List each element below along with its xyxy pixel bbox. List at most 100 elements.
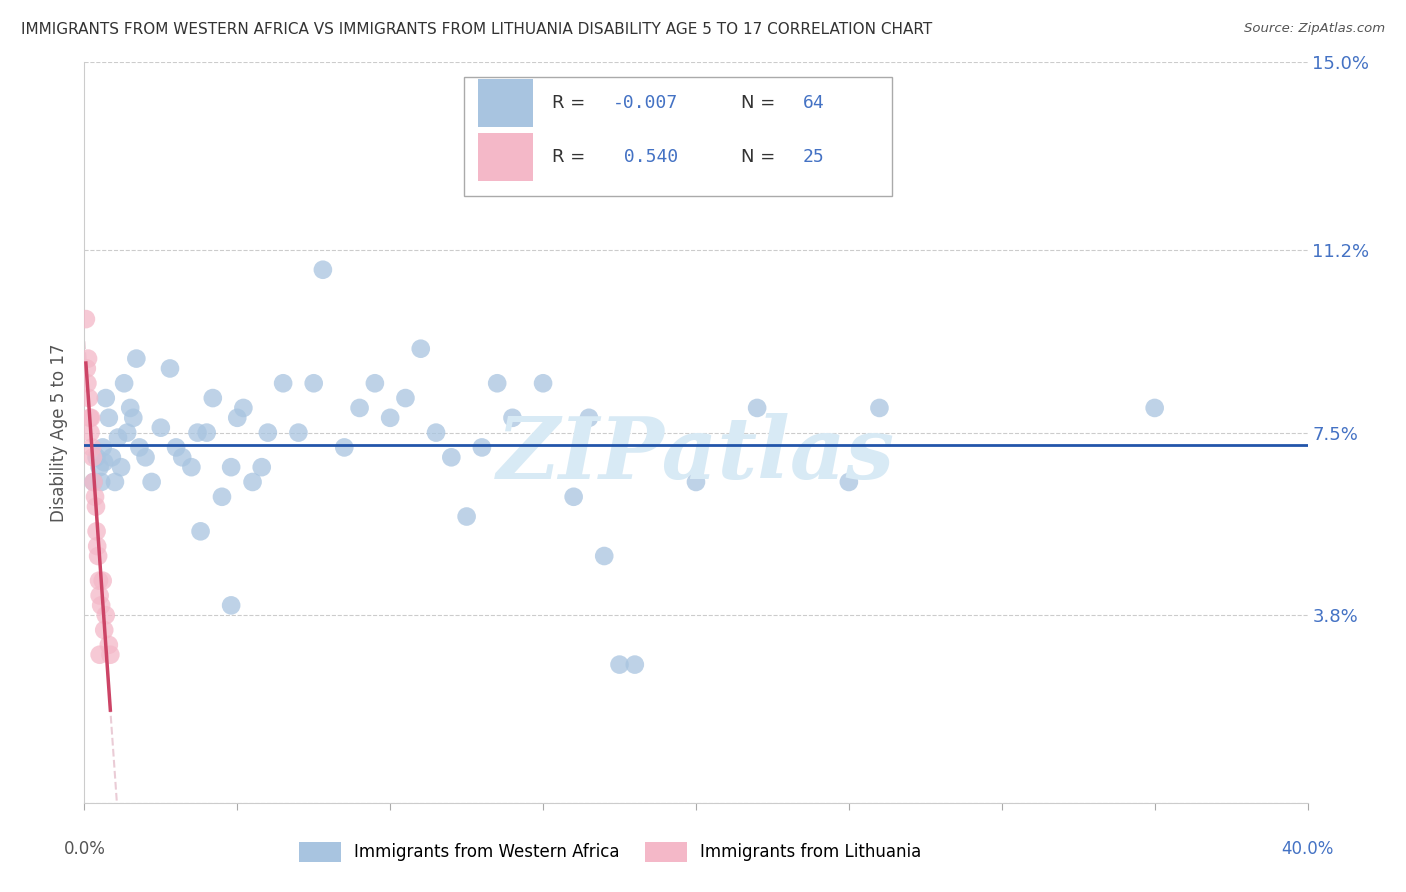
Point xyxy=(79,410,101,425)
Point xyxy=(149,420,172,434)
Point xyxy=(486,376,509,391)
Point xyxy=(747,401,769,415)
Text: 40.0%: 40.0% xyxy=(1281,840,1334,858)
Text: 64: 64 xyxy=(803,94,824,112)
Point xyxy=(98,648,121,662)
FancyBboxPatch shape xyxy=(464,78,891,195)
Point xyxy=(107,431,129,445)
Point xyxy=(135,450,157,465)
Point xyxy=(159,361,181,376)
Point xyxy=(97,638,120,652)
Point xyxy=(83,475,105,489)
Point xyxy=(593,549,616,563)
Point xyxy=(91,574,114,588)
Point xyxy=(83,475,105,489)
Point xyxy=(425,425,447,440)
Point xyxy=(112,376,135,391)
Point xyxy=(838,475,860,489)
Point xyxy=(75,312,97,326)
Point xyxy=(89,460,111,475)
Point xyxy=(80,410,103,425)
Point xyxy=(287,425,309,440)
Point xyxy=(190,524,212,539)
Point xyxy=(86,524,108,539)
Point xyxy=(93,455,115,469)
Point xyxy=(257,425,280,440)
Point xyxy=(219,460,242,475)
Point xyxy=(562,490,585,504)
Text: 25: 25 xyxy=(803,148,824,167)
Point xyxy=(82,450,104,465)
Text: 0.0%: 0.0% xyxy=(63,840,105,858)
Point xyxy=(685,475,707,489)
Point xyxy=(94,608,117,623)
Point xyxy=(195,425,218,440)
Point xyxy=(86,450,108,465)
Point xyxy=(80,441,103,455)
Point xyxy=(101,450,124,465)
Text: R =: R = xyxy=(551,148,591,167)
Point xyxy=(394,391,416,405)
Point xyxy=(869,401,891,415)
Point xyxy=(333,441,356,455)
Point xyxy=(90,475,112,489)
Point xyxy=(165,441,187,455)
Text: Source: ZipAtlas.com: Source: ZipAtlas.com xyxy=(1244,22,1385,36)
Point xyxy=(87,574,110,588)
Text: IMMIGRANTS FROM WESTERN AFRICA VS IMMIGRANTS FROM LITHUANIA DISABILITY AGE 5 TO : IMMIGRANTS FROM WESTERN AFRICA VS IMMIGR… xyxy=(21,22,932,37)
Point xyxy=(180,460,202,475)
Point xyxy=(76,361,98,376)
Point xyxy=(312,262,335,277)
Point xyxy=(409,342,432,356)
Point xyxy=(349,401,371,415)
FancyBboxPatch shape xyxy=(478,134,533,181)
Point xyxy=(94,391,117,405)
Legend: Immigrants from Western Africa, Immigrants from Lithuania: Immigrants from Western Africa, Immigran… xyxy=(292,835,928,869)
Point xyxy=(89,589,111,603)
Point xyxy=(172,450,194,465)
FancyBboxPatch shape xyxy=(478,78,533,127)
Point xyxy=(578,410,600,425)
Point xyxy=(250,460,273,475)
Point xyxy=(226,410,249,425)
Point xyxy=(1143,401,1166,415)
Point xyxy=(201,391,224,405)
Point xyxy=(232,401,254,415)
Point xyxy=(609,657,631,672)
Point xyxy=(211,490,233,504)
Point xyxy=(471,441,494,455)
Point xyxy=(120,401,142,415)
Text: R =: R = xyxy=(551,94,591,112)
Point xyxy=(380,410,402,425)
Y-axis label: Disability Age 5 to 17: Disability Age 5 to 17 xyxy=(51,343,69,522)
Point xyxy=(364,376,387,391)
Point xyxy=(97,410,120,425)
Point xyxy=(77,391,100,405)
Point xyxy=(125,351,148,366)
Point xyxy=(79,425,101,440)
Point xyxy=(302,376,325,391)
Point xyxy=(186,425,208,440)
Point xyxy=(141,475,163,489)
Text: ZIPatlas: ZIPatlas xyxy=(496,413,896,497)
Point xyxy=(242,475,264,489)
Point xyxy=(271,376,294,391)
Text: N =: N = xyxy=(741,94,782,112)
Point xyxy=(90,599,112,613)
Text: N =: N = xyxy=(741,148,782,167)
Text: -0.007: -0.007 xyxy=(613,94,678,112)
Point xyxy=(76,376,98,391)
Point xyxy=(219,599,242,613)
Point xyxy=(91,441,114,455)
Point xyxy=(104,475,127,489)
Point xyxy=(502,410,524,425)
Point xyxy=(122,410,145,425)
Point xyxy=(87,549,110,563)
Point xyxy=(77,351,100,366)
Point xyxy=(89,648,111,662)
Point xyxy=(440,450,463,465)
Point xyxy=(84,490,107,504)
Point xyxy=(128,441,150,455)
Point xyxy=(84,500,107,514)
Text: 0.540: 0.540 xyxy=(613,148,678,167)
